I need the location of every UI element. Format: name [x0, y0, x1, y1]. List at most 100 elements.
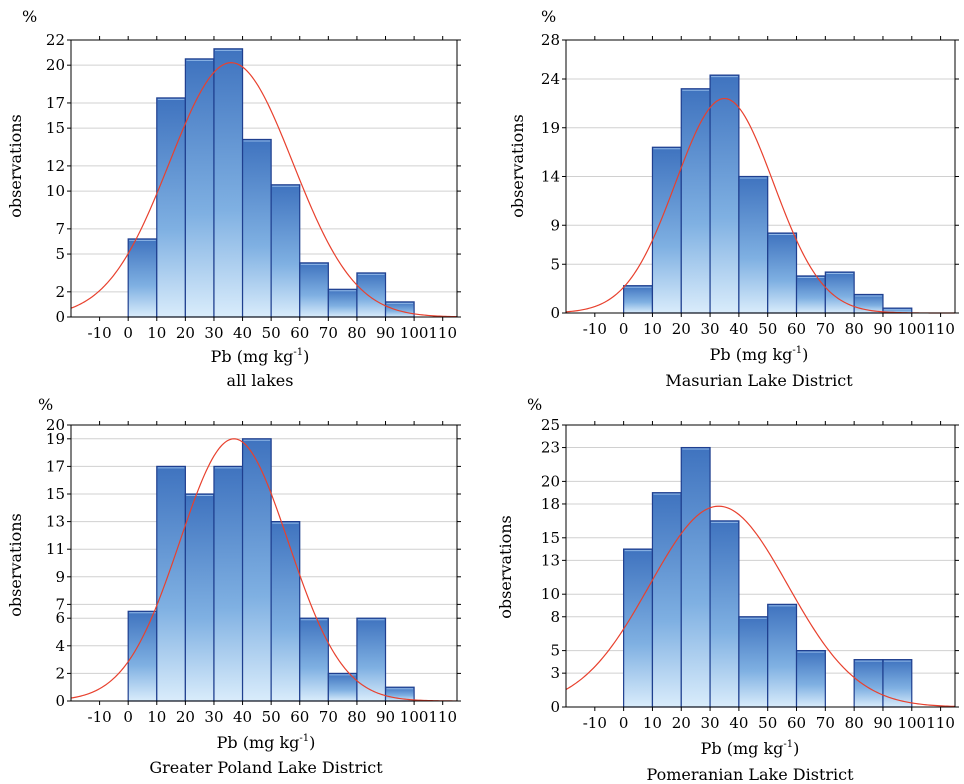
x-tick-label: 20 [672, 714, 691, 732]
y-tick-label: 0 [55, 692, 65, 710]
y-tick-label: 17 [46, 457, 65, 475]
histogram-bar [327, 288, 358, 318]
x-tick-label: 60 [290, 708, 309, 726]
unit-label: % [541, 7, 556, 26]
x-tick-label: 90 [376, 708, 395, 726]
x-axis-label: Pb (mg kg-1) [701, 739, 800, 758]
x-tick-label: 0 [619, 714, 629, 732]
y-tick-label: 7 [55, 220, 65, 238]
y-tick-label: 18 [541, 495, 560, 513]
x-tick-label: 80 [347, 324, 366, 342]
panel-caption: all lakes [227, 371, 294, 390]
x-tick-label: 10 [147, 324, 166, 342]
x-tick-label: 110 [926, 714, 955, 732]
histogram-bar [299, 617, 329, 702]
y-tick-label: 12 [46, 157, 65, 175]
x-tick-label: 30 [701, 320, 720, 338]
histogram-bar [623, 548, 654, 708]
plot-area: 0 5 9 14 19 24 28 -10 0 10 20 30 40 50 60 70 80 90 100 110 [541, 31, 959, 338]
x-tick-label: 20 [176, 708, 195, 726]
x-tick-label: 20 [176, 324, 195, 342]
x-tick-label: 40 [729, 714, 748, 732]
y-tick-label: 25 [541, 416, 560, 434]
y-tick-label: 20 [46, 56, 65, 74]
histogram-bar [767, 603, 798, 708]
x-tick-label: 40 [233, 324, 252, 342]
y-tick-label: 14 [541, 168, 560, 186]
histogram-bar [270, 184, 301, 318]
x-tick-label: 100 [400, 324, 429, 342]
x-tick-label: -10 [583, 714, 607, 732]
y-tick-label: 19 [46, 430, 65, 448]
x-tick-label: -10 [88, 708, 112, 726]
plot-area: 0 3 5 8 10 13 15 18 20 23 25 -10 0 10 20 30 40 50 60 70 80 90… [541, 416, 959, 732]
histogram-bar [651, 492, 682, 708]
x-tick-label: 20 [672, 320, 691, 338]
panel-pomeranian: % observations Pb (mg kg-1) Pomeranian L… [496, 395, 959, 784]
unit-label: % [527, 395, 542, 414]
normal-fit-curve [565, 97, 955, 314]
x-tick-label: 30 [204, 708, 223, 726]
x-tick-label: 60 [787, 320, 806, 338]
x-tick-label: 90 [376, 324, 395, 342]
x-tick-label: 60 [787, 714, 806, 732]
y-tick-label: 17 [46, 94, 65, 112]
y-tick-label: 19 [541, 119, 560, 137]
x-axis-label: Pb (mg kg-1) [710, 345, 809, 364]
histogram-bar [241, 138, 272, 318]
histogram-bar [709, 74, 740, 314]
y-tick-label: 15 [46, 119, 65, 137]
y-axis-label: observations [6, 513, 25, 616]
histogram-bar [213, 465, 244, 702]
histogram-bar [882, 659, 913, 708]
x-tick-label: 80 [347, 708, 366, 726]
y-axis-label: observations [508, 114, 527, 217]
x-tick-label: 30 [204, 324, 223, 342]
x-tick-label: -10 [88, 324, 112, 342]
histogram-bar [356, 617, 387, 702]
y-tick-label: 0 [550, 698, 560, 716]
histogram-bar [213, 48, 244, 318]
x-tick-label: 100 [897, 320, 926, 338]
x-tick-label: 110 [926, 320, 955, 338]
x-tick-label: 110 [428, 324, 457, 342]
y-tick-label: 8 [550, 608, 560, 626]
y-tick-label: 6 [55, 609, 65, 627]
x-tick-label: 10 [147, 708, 166, 726]
x-tick-label: 100 [400, 708, 429, 726]
y-tick-label: 10 [46, 182, 65, 200]
y-tick-label: 24 [541, 70, 560, 88]
y-axis-label: observations [496, 515, 515, 618]
y-tick-label: 23 [541, 439, 560, 457]
x-tick-label: 30 [701, 714, 720, 732]
y-tick-label: 5 [55, 245, 65, 263]
histogram-bar [824, 271, 855, 314]
y-tick-label: 2 [55, 664, 65, 682]
plot-frame [70, 39, 458, 318]
x-tick-label: 60 [290, 324, 309, 342]
x-tick-label: 70 [816, 714, 835, 732]
histogram-bar [384, 301, 415, 318]
histogram-bar [623, 285, 654, 314]
histogram-bar [299, 262, 329, 318]
histogram-bar [241, 438, 272, 702]
histogram-bar [680, 88, 711, 314]
x-tick-label: 90 [873, 320, 892, 338]
y-tick-label: 15 [541, 529, 560, 547]
x-tick-label: 70 [319, 708, 338, 726]
x-tick-label: 40 [233, 708, 252, 726]
y-tick-label: 13 [541, 551, 560, 569]
x-tick-label: -10 [583, 320, 607, 338]
panel-caption: Greater Poland Lake District [149, 758, 383, 777]
x-tick-label: 50 [262, 324, 281, 342]
histogram-bar [853, 659, 884, 708]
y-axis-label: observations [6, 114, 25, 217]
x-tick-label: 10 [643, 320, 662, 338]
x-tick-label: 110 [428, 708, 457, 726]
y-tick-label: 2 [55, 283, 65, 301]
histogram-bar [127, 238, 158, 318]
histogram-bar [156, 465, 186, 702]
x-tick-label: 0 [619, 320, 629, 338]
plot-area: 0 2 5 7 10 12 15 17 20 22 -10 0 10 20 30 40 50 60 70 80 90 10… [46, 31, 461, 342]
